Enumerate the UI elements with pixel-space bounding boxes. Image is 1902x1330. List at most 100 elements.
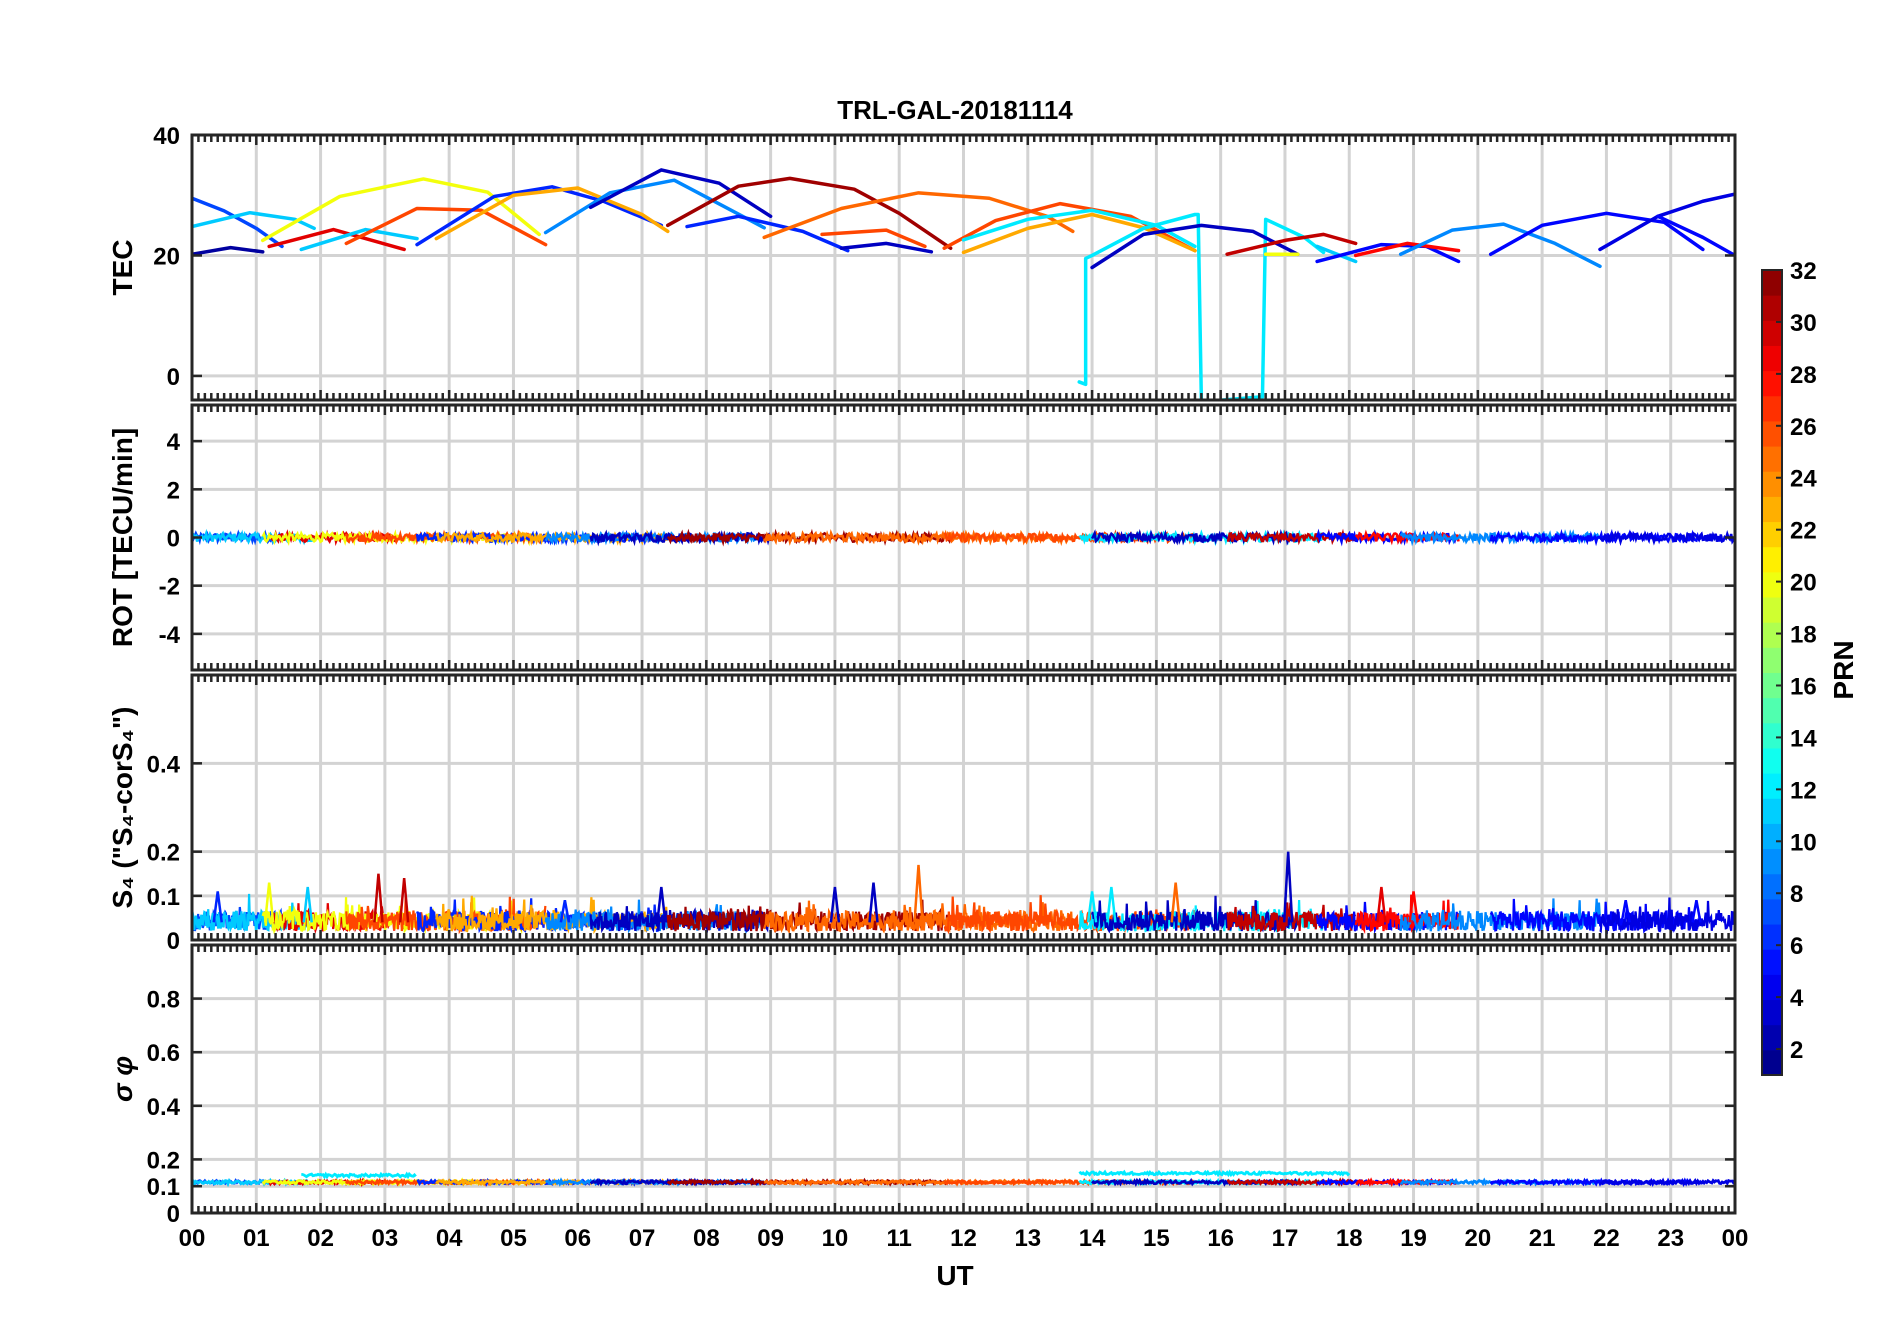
colorbar-step [1762,949,1782,975]
x-tick-label: 14 [1079,1225,1106,1252]
colorbar-tick-label: 2 [1790,1037,1803,1064]
colorbar-step [1762,672,1782,699]
colorbar-step [1762,270,1782,296]
colorbar-tick-label: 26 [1790,414,1817,441]
colorbar-step [1762,320,1782,346]
colorbar-step [1762,999,1782,1026]
colorbar-step [1762,471,1782,497]
x-tick-label: 12 [950,1225,977,1252]
colorbar-tick-label: 14 [1790,725,1817,752]
y-tick-label: 0.2 [147,1147,180,1174]
s4-spike [829,886,841,923]
colorbar-tick-label: 24 [1790,466,1817,493]
colorbar-tick-label: 8 [1790,881,1803,908]
tec-series-prn-12 [961,208,1197,249]
panel-s4: 0 0.1 0.2 0.4 S₄ ("S₄-corS₄") [107,673,1737,955]
x-tick-label: 20 [1464,1225,1491,1252]
y-tick-label: 0 [167,928,180,955]
colorbar-tick-label: 32 [1790,258,1817,285]
series-group [192,1169,1735,1188]
tec-series-prn-26 [344,206,548,247]
s4-spike [1282,851,1294,923]
s4-series-prn-9 [1399,898,1601,934]
series-group [192,528,1735,547]
tec-series-prn-6 [415,185,664,247]
x-tick-label: 09 [757,1225,784,1252]
colorbar-step [1762,597,1782,623]
y-tick-label: 40 [153,123,180,150]
tec-series-prn-12 [1077,212,1326,400]
colorbar-step [1762,496,1782,523]
tec-series-prn-23 [434,186,670,241]
y-tick-label: -2 [159,574,180,601]
panel-rot: -4 -2 0 2 4 ROT [TECU/min] [107,403,1737,672]
s4-spike [1106,886,1117,923]
x-tick-label: 18 [1336,1225,1363,1252]
x-tick-label: 13 [1014,1225,1041,1252]
x-tick-label: 02 [307,1225,334,1252]
tick-marks [190,945,1737,1215]
colorbar-step [1762,446,1782,472]
s4-spike [302,886,313,923]
colorbar-step [1762,420,1782,447]
colorbar-step [1762,1049,1782,1076]
colorbar-step [1762,395,1782,422]
colorbar-step [1762,370,1782,397]
colorbar-step [1762,1024,1782,1051]
y-axis-label-rot: ROT [TECU/min] [107,428,138,647]
y-tick-label: 0.1 [147,1174,180,1201]
s4-spike [1691,900,1702,923]
s4-spike [263,882,275,923]
s4-spike [1376,886,1387,923]
tec-series-prn-6 [685,214,850,253]
colorbar-step [1762,798,1782,824]
colorbar-label: PRN [1828,640,1859,699]
tec-series-prn-11 [192,210,316,231]
tec-series-prn-3 [839,241,934,254]
rot-series-prn-5 [1489,528,1704,547]
colorbar-step [1762,622,1782,648]
x-tick-label: 17 [1272,1225,1299,1252]
colorbar-step [1762,823,1782,850]
x-tick-label: 05 [500,1225,527,1252]
s4-spike [868,882,879,923]
x-tick-label: 16 [1207,1225,1234,1252]
colorbar-step [1762,697,1782,724]
s4-spike [212,891,223,923]
colorbar-tick-label: 18 [1790,622,1817,649]
rot-series-prn-4 [1598,530,1735,546]
tick-marks [190,133,1737,400]
x-tick-label: 22 [1593,1225,1620,1252]
y-tick-label: 0.1 [147,884,180,911]
x-tick-label: 11 [887,1225,912,1252]
colorbar-tick-label: 28 [1790,362,1817,389]
x-tick-label: 04 [436,1225,463,1252]
x-tick-labels: 00 01 02 03 04 05 06 07 08 09 10 11 12 13 14 15 16 17 18 19… [179,1225,1749,1252]
y-tick-label: 2 [167,477,180,504]
y-tick-label: 4 [167,429,181,456]
colorbar-step [1762,974,1782,1001]
colorbar-step [1762,848,1782,875]
colorbar-tick-label: 6 [1790,933,1803,960]
tec-series-prn-20 [260,177,541,243]
y-tick-label: 0.4 [147,1094,181,1121]
tec-series-prn-9 [1398,222,1602,269]
sigma-bump-prn-12 [1078,1169,1351,1178]
s4-spike [398,878,410,923]
s4-spike [1620,900,1631,923]
colorbar-tick-label: 30 [1790,310,1817,337]
tec-series-prn-25 [762,191,1075,240]
colorbar-step [1762,722,1782,749]
x-tick-label: 07 [629,1225,656,1252]
tec-series-prn-28 [1353,241,1461,258]
s4-spike [559,900,571,923]
sigma-bump-prn-12 [301,1171,417,1180]
tec-series-prn-3 [588,168,773,219]
s4-series-prn-5 [1489,898,1703,935]
colorbar-step [1762,773,1782,799]
s4-spike [373,873,384,923]
tick-marks [190,675,1737,942]
sigma-series-prn-4 [1599,1177,1735,1187]
colorbar-step [1762,924,1782,950]
